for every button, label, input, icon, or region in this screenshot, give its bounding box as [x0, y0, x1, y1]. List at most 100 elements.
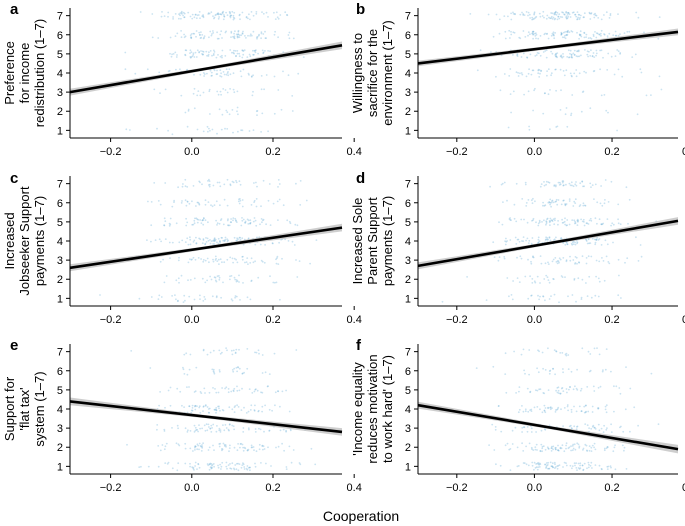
data-point [244, 221, 246, 224]
data-point [573, 425, 576, 428]
data-point [535, 221, 537, 224]
data-point [167, 129, 170, 132]
x-tick-label: −0.2 [446, 482, 468, 494]
data-point [212, 444, 214, 447]
data-point [526, 56, 528, 59]
data-point [551, 219, 554, 222]
data-point [576, 469, 578, 471]
data-point [214, 388, 216, 390]
data-point [265, 462, 267, 465]
data-point [210, 467, 213, 469]
data-point [546, 74, 548, 77]
data-point [565, 183, 567, 186]
data-point [563, 220, 566, 223]
data-point [191, 17, 194, 20]
data-point [590, 37, 593, 40]
data-point [594, 294, 597, 297]
data-point [216, 425, 218, 427]
data-point [273, 11, 275, 14]
data-point [207, 55, 210, 57]
data-point [574, 220, 576, 223]
data-point [240, 129, 243, 132]
data-point [506, 277, 509, 279]
data-point [246, 296, 249, 299]
y-tick-label: 6 [405, 366, 411, 378]
data-point [218, 370, 221, 373]
data-point [163, 15, 166, 17]
data-point [557, 464, 560, 467]
data-point [548, 221, 551, 224]
data-point [171, 467, 174, 470]
data-point [592, 35, 595, 37]
data-point [568, 13, 571, 16]
data-point [569, 386, 571, 388]
data-point [636, 113, 639, 116]
data-point [271, 409, 273, 412]
data-point [557, 181, 560, 184]
data-point [598, 33, 601, 36]
data-point [576, 224, 579, 227]
data-point [197, 201, 200, 204]
data-point [237, 462, 239, 465]
data-point [544, 411, 547, 414]
data-point [550, 50, 552, 53]
data-point [593, 442, 596, 445]
data-point [201, 50, 204, 53]
data-point [228, 423, 231, 426]
data-point [584, 443, 587, 446]
data-point [538, 350, 540, 353]
data-point [238, 274, 240, 277]
data-point [640, 71, 643, 74]
data-point [174, 13, 177, 15]
data-point [203, 217, 205, 220]
data-point [211, 74, 213, 77]
data-point [263, 448, 266, 450]
data-point [235, 468, 238, 471]
data-point [275, 11, 278, 14]
data-point [264, 30, 266, 33]
data-point [240, 442, 243, 445]
data-point [567, 368, 570, 370]
data-point [163, 428, 166, 431]
data-point [601, 468, 603, 471]
data-point [193, 431, 196, 433]
data-point [544, 204, 547, 207]
data-point [650, 94, 652, 96]
data-point [547, 181, 550, 184]
data-point [237, 33, 239, 36]
data-point [601, 204, 604, 207]
data-point [546, 446, 549, 449]
data-point [564, 113, 567, 116]
data-point [592, 385, 595, 388]
data-point [261, 354, 264, 356]
data-point [563, 13, 566, 16]
data-point [288, 37, 291, 40]
data-point [209, 462, 212, 465]
data-point [184, 299, 186, 302]
data-point [219, 69, 222, 72]
data-point [570, 55, 573, 58]
data-point [586, 386, 589, 388]
data-point [565, 17, 568, 20]
data-point [572, 205, 575, 207]
data-point [550, 205, 552, 208]
data-point [233, 52, 236, 55]
data-point [192, 467, 195, 470]
data-point [197, 257, 200, 259]
data-point [571, 75, 573, 78]
data-point [585, 239, 588, 241]
data-point [256, 114, 258, 116]
data-point [610, 55, 613, 58]
data-point [249, 55, 252, 58]
data-point [237, 366, 240, 369]
x-tick-label: 0.2 [265, 482, 280, 494]
data-point [601, 370, 604, 373]
data-point [244, 221, 247, 224]
data-point [227, 388, 230, 390]
data-point [529, 17, 531, 19]
data-point [171, 133, 174, 136]
data-point [230, 14, 233, 17]
data-point [528, 442, 531, 445]
data-point [626, 257, 629, 260]
data-point [245, 16, 248, 19]
